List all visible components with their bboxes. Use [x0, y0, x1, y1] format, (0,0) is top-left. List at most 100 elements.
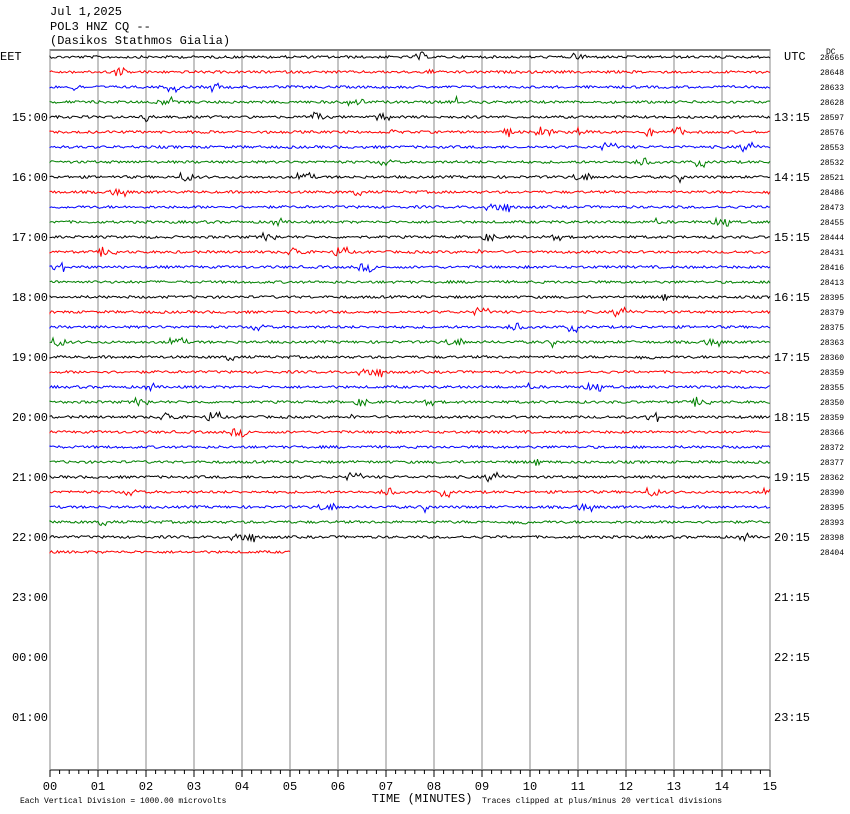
- trace-level: 28393: [820, 519, 844, 528]
- x-axis-label: TIME (MINUTES): [372, 792, 473, 806]
- x-tick-label: 05: [283, 780, 297, 794]
- trace-level: 28359: [820, 414, 844, 423]
- trace: [49, 410, 771, 422]
- trace: [49, 532, 771, 543]
- trace: [49, 486, 771, 499]
- left-tick-label: 23:00: [12, 591, 48, 605]
- x-tick-label: 03: [187, 780, 201, 794]
- right-tick-label: 17:15: [774, 351, 810, 365]
- left-tick-label: 01:00: [12, 711, 48, 725]
- trace-level: 28628: [820, 99, 844, 108]
- right-tick-label: 22:15: [774, 651, 810, 665]
- trace-level: 28375: [820, 324, 844, 333]
- left-tick-label: 17:00: [12, 231, 48, 245]
- right-tick-label: 21:15: [774, 591, 810, 605]
- x-tick-label: 06: [331, 780, 345, 794]
- trace: [49, 549, 291, 555]
- x-tick-label: 00: [43, 780, 57, 794]
- right-axis-label: UTC: [784, 50, 806, 64]
- trace-level: 28372: [820, 444, 844, 453]
- trace: [49, 245, 771, 257]
- right-tick-label: 19:15: [774, 471, 810, 485]
- trace-level: 28455: [820, 219, 844, 228]
- right-tick-label: 18:15: [774, 411, 810, 425]
- trace-level: 28350: [820, 399, 844, 408]
- trace: [49, 231, 771, 242]
- right-tick-label: 13:15: [774, 111, 810, 125]
- trace-level: 28648: [820, 69, 844, 78]
- trace-level: 28398: [820, 534, 844, 543]
- trace-level: 28431: [820, 249, 844, 258]
- station: POL3 HNZ CQ --: [50, 20, 151, 34]
- trace-level: 28404: [820, 549, 844, 558]
- trace: [49, 322, 771, 334]
- trace: [49, 51, 771, 61]
- trace: [49, 458, 771, 467]
- trace-level: 28416: [820, 264, 844, 273]
- corner-label: DC: [826, 48, 836, 57]
- left-tick-label: 18:00: [12, 291, 48, 305]
- left-tick-label: 00:00: [12, 651, 48, 665]
- trace-level: 28532: [820, 159, 844, 168]
- left-tick-label: 22:00: [12, 531, 48, 545]
- trace: [49, 157, 771, 169]
- trace: [49, 336, 771, 349]
- trace-level: 28366: [820, 429, 844, 438]
- x-tick-label: 04: [235, 780, 249, 794]
- x-tick-label: 12: [619, 780, 633, 794]
- left-tick-label: 19:00: [12, 351, 48, 365]
- trace-level: 28395: [820, 504, 844, 513]
- x-tick-label: 08: [427, 780, 441, 794]
- date: Jul 1,2025: [50, 5, 122, 19]
- trace: [49, 187, 771, 198]
- trace-level: 28633: [820, 84, 844, 93]
- trace-level: 28360: [820, 354, 844, 363]
- trace: [49, 354, 771, 362]
- trace-level: 28665: [820, 54, 844, 63]
- trace-level: 28444: [820, 234, 844, 243]
- left-tick-label: 16:00: [12, 171, 48, 185]
- trace: [49, 368, 771, 378]
- trace: [49, 111, 771, 123]
- footer-right: Traces clipped at plus/minus 20 vertical…: [482, 797, 722, 806]
- trace: [49, 125, 771, 138]
- trace: [49, 502, 771, 514]
- left-axis-label: EET: [0, 50, 22, 64]
- trace: [49, 381, 771, 393]
- trace: [49, 171, 771, 184]
- trace: [49, 82, 771, 94]
- trace: [49, 519, 771, 527]
- trace-level: 28379: [820, 309, 844, 318]
- trace: [49, 306, 771, 318]
- trace: [49, 293, 771, 302]
- trace-level: 28553: [820, 144, 844, 153]
- x-tick-label: 02: [139, 780, 153, 794]
- trace: [49, 279, 771, 285]
- trace-level: 28413: [820, 279, 844, 288]
- right-tick-label: 20:15: [774, 531, 810, 545]
- trace-level: 28395: [820, 294, 844, 303]
- right-tick-label: 23:15: [774, 711, 810, 725]
- x-tick-label: 01: [91, 780, 105, 794]
- x-tick-label: 11: [571, 780, 585, 794]
- x-tick-label: 09: [475, 780, 489, 794]
- left-tick-label: 20:00: [12, 411, 48, 425]
- x-tick-label: 10: [523, 780, 537, 794]
- trace: [49, 396, 771, 407]
- right-tick-label: 16:15: [774, 291, 810, 305]
- location: (Dasikos Stathmos Gialia): [50, 34, 230, 48]
- trace: [49, 428, 771, 438]
- trace: [49, 471, 771, 483]
- trace-level: 28362: [820, 474, 844, 483]
- trace-level: 28473: [820, 204, 844, 213]
- left-tick-label: 21:00: [12, 471, 48, 485]
- trace: [49, 66, 771, 77]
- trace: [49, 444, 771, 450]
- plot-frame: [49, 49, 771, 771]
- x-tick-label: 14: [715, 780, 729, 794]
- trace-level: 28355: [820, 384, 844, 393]
- x-tick-label: 07: [379, 780, 393, 794]
- trace: [49, 261, 771, 273]
- trace-level: 28363: [820, 339, 844, 348]
